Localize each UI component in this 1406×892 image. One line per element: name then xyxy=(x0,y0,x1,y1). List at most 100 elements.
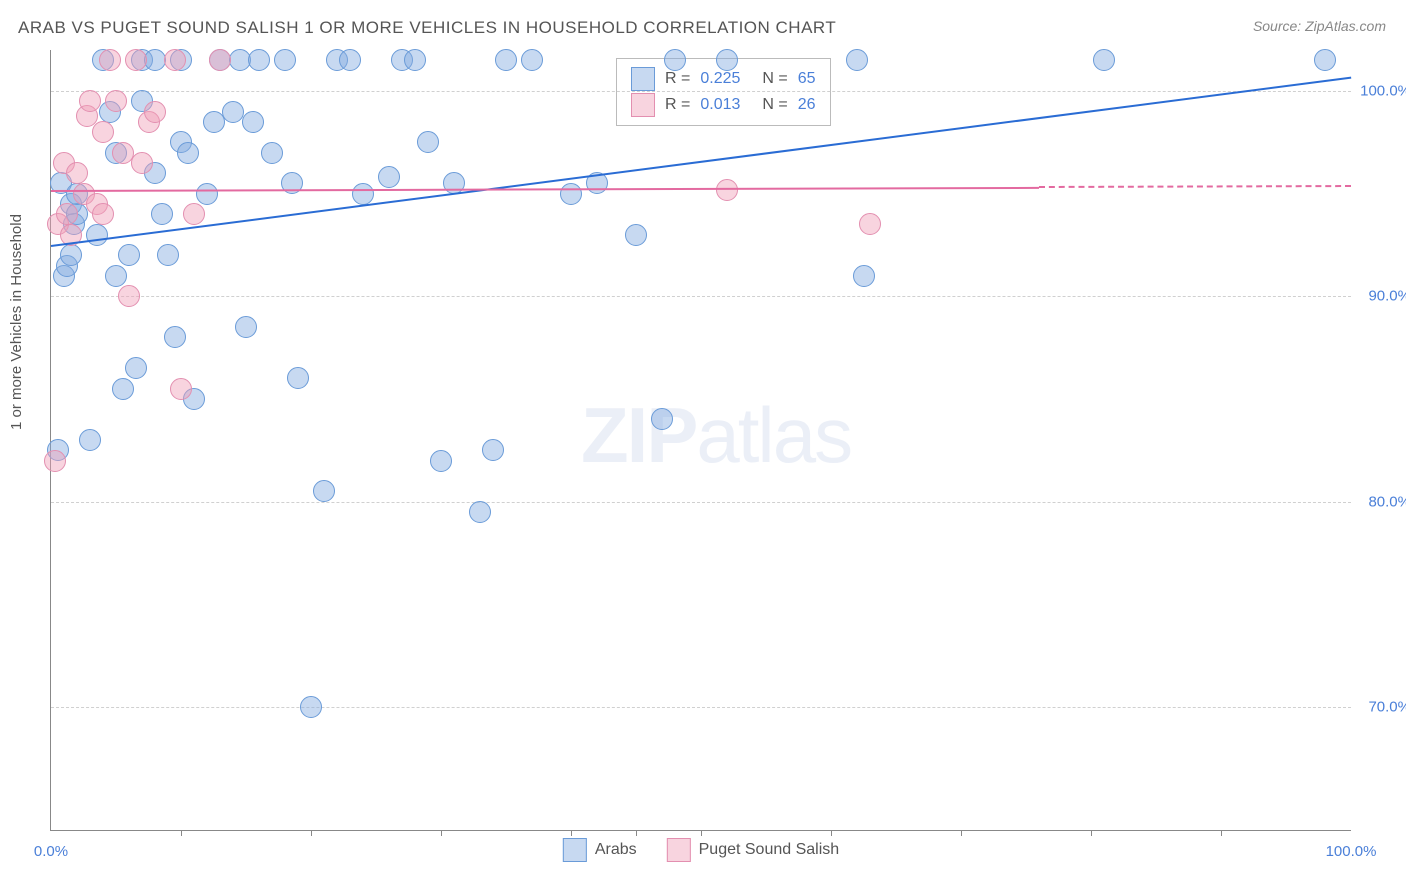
data-point xyxy=(157,244,179,266)
y-tick-label: 70.0% xyxy=(1368,698,1406,715)
data-point xyxy=(92,203,114,225)
legend-label: Arabs xyxy=(595,841,637,859)
x-tick xyxy=(181,830,182,836)
swatch-icon xyxy=(563,838,587,862)
r-value: 0.225 xyxy=(700,70,740,88)
data-point xyxy=(235,316,257,338)
data-point xyxy=(209,49,231,71)
data-point xyxy=(56,203,78,225)
data-point xyxy=(242,111,264,133)
data-point xyxy=(79,90,101,112)
legend-item-arabs: Arabs xyxy=(563,838,637,862)
data-point xyxy=(118,285,140,307)
data-point xyxy=(651,408,673,430)
data-point xyxy=(183,203,205,225)
grid-line xyxy=(51,707,1351,708)
x-tick xyxy=(961,830,962,836)
data-point xyxy=(287,367,309,389)
data-point xyxy=(521,49,543,71)
data-point xyxy=(352,183,374,205)
n-value: 65 xyxy=(798,70,816,88)
x-tick xyxy=(311,830,312,836)
scatter-plot-area: ZIPatlas R =0.225N =65R =0.013N =26 Arab… xyxy=(50,50,1351,831)
data-point xyxy=(105,90,127,112)
data-point xyxy=(203,111,225,133)
legend-label: Puget Sound Salish xyxy=(699,841,840,859)
swatch-icon xyxy=(631,67,655,91)
r-value: 0.013 xyxy=(700,96,740,114)
r-label: R = xyxy=(665,96,690,114)
x-tick xyxy=(831,830,832,836)
swatch-icon xyxy=(631,93,655,117)
legend-row: R = 0.013 N = 26 xyxy=(631,93,816,117)
chart-title: ARAB VS PUGET SOUND SALISH 1 OR MORE VEH… xyxy=(18,18,836,38)
data-point xyxy=(261,142,283,164)
n-label: N = xyxy=(762,70,787,88)
data-point xyxy=(170,378,192,400)
x-tick-label: 0.0% xyxy=(34,843,68,860)
data-point xyxy=(164,326,186,348)
data-point xyxy=(92,121,114,143)
data-point xyxy=(417,131,439,153)
data-point xyxy=(430,450,452,472)
x-tick xyxy=(571,830,572,836)
x-tick xyxy=(636,830,637,836)
n-label: N = xyxy=(762,96,787,114)
data-point xyxy=(560,183,582,205)
data-point xyxy=(495,49,517,71)
series-legend: Arabs Puget Sound Salish xyxy=(563,838,839,862)
data-point xyxy=(125,357,147,379)
data-point xyxy=(859,213,881,235)
data-point xyxy=(112,378,134,400)
data-point xyxy=(378,166,400,188)
data-point xyxy=(716,49,738,71)
data-point xyxy=(469,501,491,523)
data-point xyxy=(404,49,426,71)
data-point xyxy=(164,49,186,71)
data-point xyxy=(118,244,140,266)
data-point xyxy=(151,203,173,225)
swatch-icon xyxy=(667,838,691,862)
data-point xyxy=(625,224,647,246)
data-point xyxy=(1093,49,1115,71)
data-point xyxy=(664,49,686,71)
data-point xyxy=(482,439,504,461)
data-point xyxy=(44,450,66,472)
data-point xyxy=(79,429,101,451)
grid-line xyxy=(51,296,1351,297)
y-tick-label: 90.0% xyxy=(1368,288,1406,305)
data-point xyxy=(144,101,166,123)
n-value: 26 xyxy=(798,96,816,114)
data-point xyxy=(131,152,153,174)
watermark-zip: ZIP xyxy=(581,391,696,479)
data-point xyxy=(60,244,82,266)
trend-line xyxy=(1039,185,1351,188)
data-point xyxy=(125,49,147,71)
source-attribution: Source: ZipAtlas.com xyxy=(1253,18,1386,34)
data-point xyxy=(66,162,88,184)
y-tick-label: 80.0% xyxy=(1368,493,1406,510)
x-tick xyxy=(1091,830,1092,836)
x-tick xyxy=(701,830,702,836)
watermark: ZIPatlas xyxy=(581,390,851,481)
data-point xyxy=(313,480,335,502)
watermark-atlas: atlas xyxy=(696,391,851,479)
data-point xyxy=(248,49,270,71)
data-point xyxy=(105,265,127,287)
data-point xyxy=(86,224,108,246)
grid-line xyxy=(51,91,1351,92)
data-point xyxy=(846,49,868,71)
y-tick-label: 100.0% xyxy=(1360,83,1406,100)
r-label: R = xyxy=(665,70,690,88)
grid-line xyxy=(51,502,1351,503)
data-point xyxy=(339,49,361,71)
data-point xyxy=(99,49,121,71)
data-point xyxy=(1314,49,1336,71)
x-tick xyxy=(441,830,442,836)
y-axis-label: 1 or more Vehicles in Household xyxy=(8,214,25,430)
data-point xyxy=(853,265,875,287)
data-point xyxy=(274,49,296,71)
data-point xyxy=(196,183,218,205)
data-point xyxy=(177,142,199,164)
x-tick-label: 100.0% xyxy=(1326,843,1377,860)
